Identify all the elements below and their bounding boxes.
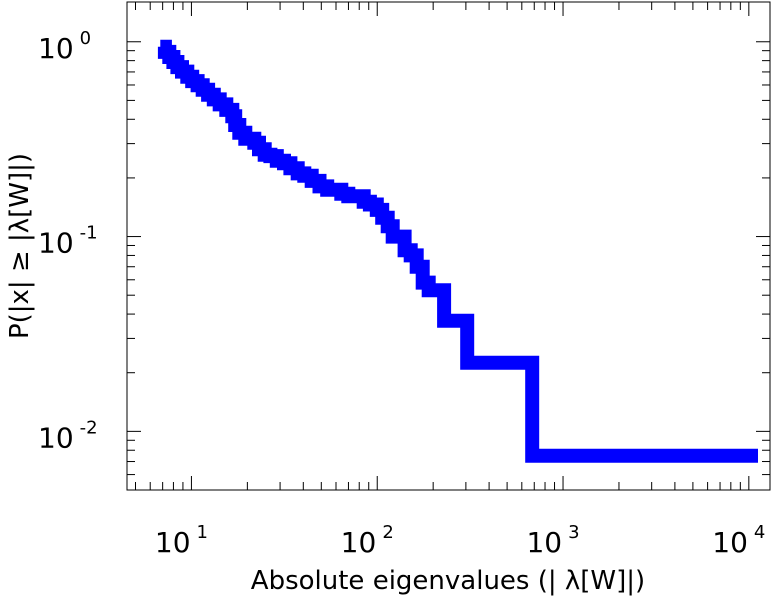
plot-frame: [126, 1, 771, 491]
series-layer: [157, 39, 758, 463]
x-tick-labels: 10 1 10 2 10 3 10 4: [155, 522, 765, 559]
x-tick-label: 10 1: [155, 522, 208, 559]
y-tick-label: 10 -1: [38, 223, 98, 260]
axis-ticks: [127, 2, 770, 491]
x-axis-label: Absolute eigenvalues (| λ[W]|): [251, 566, 645, 596]
series-line-0: [157, 39, 758, 463]
y-tick-label: 10 0: [38, 28, 91, 65]
y-axis-label: P(|x| ≥ |λ[W]|): [5, 153, 35, 339]
x-tick-label: 10 2: [341, 522, 394, 559]
x-tick-label: 10 4: [712, 522, 765, 559]
y-tick-label: 10 -2: [38, 417, 98, 454]
x-tick-label: 10 3: [526, 522, 579, 559]
